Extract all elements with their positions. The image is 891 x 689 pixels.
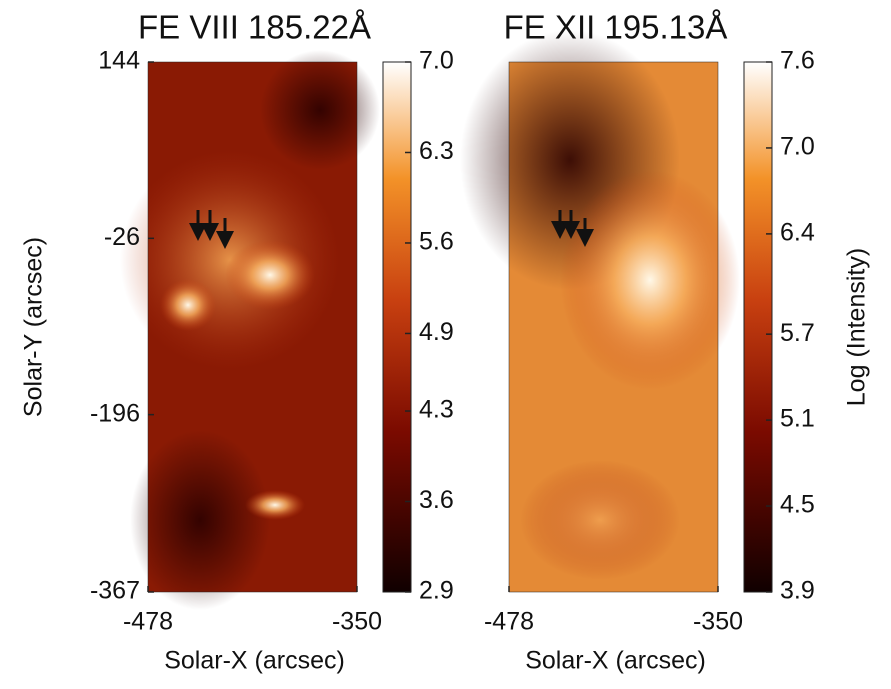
x-tick-label: -350 <box>693 608 743 636</box>
x-axis-label: Solar-X (arcsec) <box>164 647 345 675</box>
y-tick-label: 144 <box>98 47 140 75</box>
x-tick-label: -350 <box>332 608 382 636</box>
colorbar-tick-label: 4.5 <box>780 491 815 519</box>
x-tick-label: -478 <box>484 608 534 636</box>
colorbar-tick-label: 4.3 <box>419 396 454 424</box>
colorbar-tick-label: 7.0 <box>419 47 454 75</box>
colorbar-tick-label: 5.7 <box>780 319 815 347</box>
colorbar-tick-label: 2.9 <box>419 577 454 605</box>
colorbar-label: Log (Intensity) <box>843 248 871 406</box>
colorbar-tick-label: 6.3 <box>419 137 454 165</box>
colorbar-tick-label: 7.0 <box>780 133 815 161</box>
x-axis-label: Solar-X (arcsec) <box>525 647 706 675</box>
colorbar-tick-label: 6.4 <box>780 219 815 247</box>
colorbar <box>744 62 772 592</box>
colorbar-tick-label: 7.6 <box>780 47 815 75</box>
x-tick-label: -478 <box>123 608 173 636</box>
colorbar-tick-label: 5.6 <box>419 228 454 256</box>
image-panel-1 <box>120 50 380 610</box>
image-panel-2 <box>460 30 740 592</box>
y-tick-label: -26 <box>104 223 140 251</box>
y-axis-label: Solar-Y (arcsec) <box>20 237 48 417</box>
panel-title: FE XII 195.13Å <box>504 9 728 46</box>
y-tick-label: -367 <box>90 577 140 605</box>
colorbar-tick-label: 4.9 <box>419 318 454 346</box>
panel-title: FE VIII 185.22Å <box>138 9 371 46</box>
figure: FE VIII 185.22Å -478 -350 Solar-X (arcsec) -… <box>0 0 891 684</box>
colorbar <box>383 62 411 592</box>
y-tick-label: -196 <box>90 399 140 427</box>
colorbar-tick-label: 3.9 <box>780 577 815 605</box>
colorbar-tick-label: 3.6 <box>419 486 454 514</box>
colorbar-tick-label: 5.1 <box>780 405 815 433</box>
